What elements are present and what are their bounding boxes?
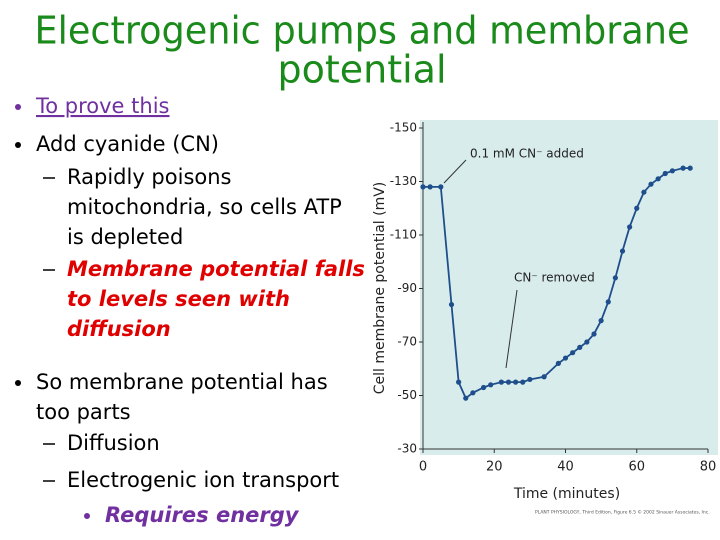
- bullet-text: Add cyanide (CN): [36, 132, 219, 156]
- y-tick-label: -110: [390, 228, 417, 242]
- annotation-leader: [443, 159, 467, 184]
- data-point: [555, 360, 561, 366]
- plot-background: [420, 120, 718, 455]
- y-tick-label: -150: [390, 121, 417, 135]
- y-tick-label: -50: [397, 388, 417, 402]
- data-point: [520, 379, 526, 385]
- annotation: CN⁻ removed: [514, 271, 595, 285]
- data-point: [627, 224, 633, 230]
- data-point: [463, 395, 469, 401]
- bullet-text: Rapidly poisons: [67, 165, 231, 189]
- data-point: [662, 170, 668, 177]
- x-tick-label: 0: [419, 460, 427, 475]
- bullet-text: So membrane potential has: [36, 370, 328, 394]
- annotation-leader: [505, 289, 518, 369]
- data-point: [488, 382, 494, 388]
- y-tick-label: -90: [397, 281, 417, 295]
- data-point: [612, 275, 618, 281]
- data-point: [687, 165, 693, 171]
- bullet-dot: [15, 380, 21, 386]
- data-point: [634, 205, 640, 211]
- x-tick-label: 60: [628, 460, 645, 475]
- bullet-text: to levels seen with: [67, 287, 290, 311]
- data-point: [480, 384, 487, 391]
- data-point: [448, 301, 455, 308]
- bullet-text: To prove this: [35, 94, 169, 118]
- y-tick-label: -30: [397, 442, 417, 456]
- data-point: [598, 318, 604, 324]
- data-point: [648, 181, 654, 187]
- x-tick-label: 40: [557, 460, 574, 475]
- data-point: [541, 374, 547, 380]
- slide-title: potential: [277, 48, 446, 92]
- y-tick-label: -70: [397, 335, 417, 349]
- figure-caption: PLANT PHYSIOLOGY, Third Edition, Figure …: [535, 509, 710, 516]
- x-axis-label: Time (minutes): [513, 486, 620, 502]
- x-tick-label: 80: [700, 460, 717, 475]
- data-point: [527, 376, 533, 383]
- bullet-dot: [15, 142, 21, 148]
- data-point: [420, 184, 426, 190]
- bullet-text: is depleted: [67, 225, 183, 249]
- annotation: 0.1 mM CN⁻ added: [470, 147, 584, 161]
- bullet-dot: [84, 513, 90, 519]
- data-point: [570, 350, 576, 356]
- data-point: [655, 176, 661, 182]
- bullet-text: Electrogenic ion transport: [67, 468, 339, 492]
- slide-title: Electrogenic pumps and membrane: [35, 9, 690, 53]
- data-point: [584, 339, 590, 345]
- bullet-text: Membrane potential falls: [67, 257, 365, 281]
- data-point: [427, 184, 433, 190]
- bullet-text: Requires energy: [105, 503, 300, 527]
- data-point: [456, 379, 462, 385]
- data-point: [619, 248, 626, 254]
- x-tick-label: 20: [486, 460, 503, 475]
- data-line: [423, 167, 691, 400]
- bullet-text: mitochondria, so cells ATP: [67, 195, 342, 219]
- data-point: [470, 390, 476, 396]
- bullet-text: Diffusion: [67, 431, 160, 455]
- data-point: [498, 379, 504, 385]
- data-point: [577, 344, 583, 350]
- data-point: [562, 355, 569, 361]
- y-axis-label: Cell membrane potential (mV): [372, 182, 388, 395]
- data-point: [669, 168, 675, 174]
- bullet-dot: [15, 104, 21, 110]
- data-point: [438, 184, 444, 190]
- y-tick-label: -130: [390, 174, 417, 188]
- bullet-text: too parts: [36, 400, 131, 424]
- bullet-text: diffusion: [67, 317, 171, 341]
- data-point: [605, 299, 611, 305]
- data-point: [505, 379, 512, 385]
- data-point: [680, 165, 686, 171]
- data-point: [641, 189, 647, 195]
- data-point: [513, 379, 519, 385]
- data-point: [591, 331, 597, 337]
